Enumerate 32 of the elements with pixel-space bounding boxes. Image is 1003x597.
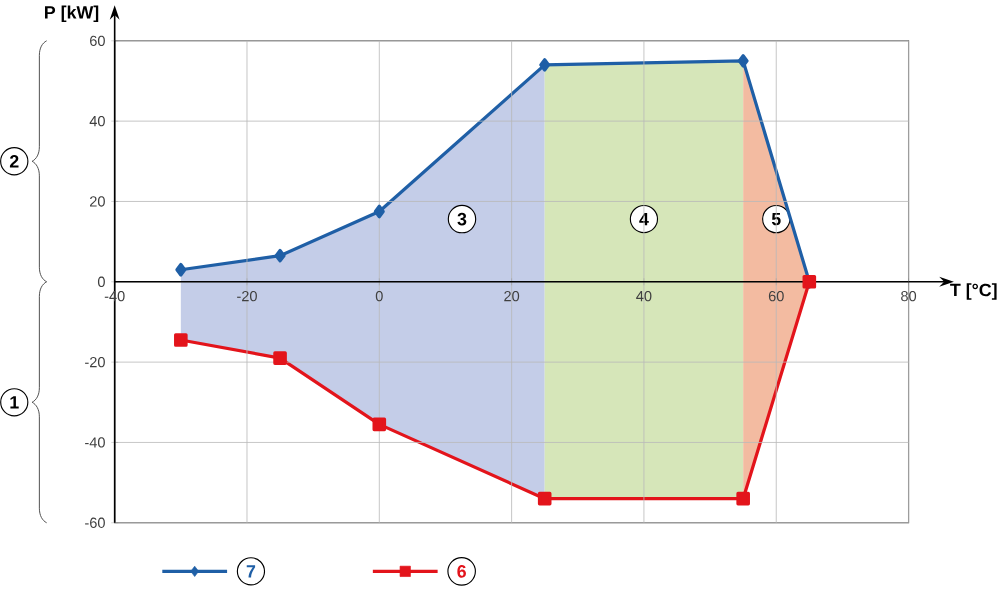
point	[274, 249, 286, 263]
point	[175, 263, 187, 277]
y-tick-label: -20	[85, 357, 105, 368]
text: 2	[9, 155, 19, 168]
text: 7	[246, 565, 256, 578]
series-label: 5	[771, 213, 781, 226]
x-axis-title: T [°C]	[950, 283, 997, 300]
point	[537, 492, 552, 506]
series-label: 4	[639, 213, 649, 226]
point	[174, 333, 188, 348]
point	[539, 58, 551, 72]
point	[736, 492, 750, 506]
y-tick-label: 60	[90, 35, 105, 47]
y-tick-label: -60	[85, 517, 105, 529]
x-tick-label: 80	[901, 291, 917, 302]
text: 1	[10, 396, 19, 409]
y-tick-label: -40	[85, 437, 105, 448]
x-tick-label: 20	[504, 291, 520, 302]
point	[372, 417, 387, 432]
y-tick-label: 20	[90, 196, 105, 207]
point	[737, 54, 749, 68]
text: 6	[457, 565, 466, 578]
y-tick-label: 0	[97, 276, 105, 288]
y-axis-title: P [kW]	[45, 5, 99, 23]
point	[373, 204, 385, 219]
series-label: 3	[457, 213, 467, 226]
point	[273, 351, 287, 366]
x-tick-label: -20	[237, 291, 257, 302]
y-tick-label: 40	[89, 116, 105, 127]
x-tick-label: 60	[768, 291, 784, 302]
x-tick-label: 0	[375, 291, 383, 302]
x-tick-label: 40	[636, 291, 652, 302]
